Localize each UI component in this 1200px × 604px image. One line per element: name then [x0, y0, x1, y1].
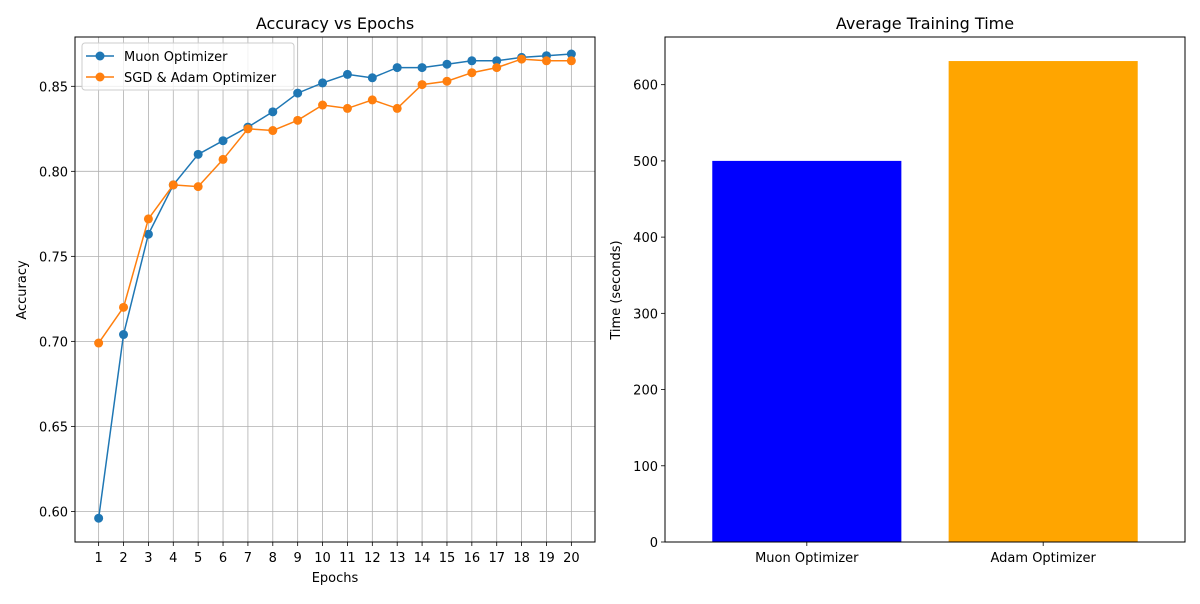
time-tick-label: 100: [633, 460, 658, 475]
training-time-bar-chart: Average Training Time Muon Optimizer Adam…: [609, 14, 1186, 566]
data-point-sgd-adam: [342, 103, 352, 113]
data-point-muon: [442, 59, 452, 69]
training-time-y-ticks: 0 100 200 300 400 500 600: [633, 79, 665, 551]
training-time-chart-frame: [664, 36, 1186, 543]
x-tick-label: 11: [339, 551, 356, 566]
data-point-sgd-adam: [143, 214, 153, 224]
data-point-sgd-adam: [492, 63, 502, 73]
data-point-muon: [94, 513, 104, 523]
data-point-muon: [193, 149, 203, 159]
data-point-muon: [293, 88, 303, 98]
data-point-muon: [467, 56, 477, 66]
data-point-sgd-adam: [566, 56, 576, 66]
time-tick-label: 500: [633, 155, 658, 170]
x-tick-label: 16: [464, 551, 481, 566]
bar-adam-optimizer: [948, 61, 1138, 543]
data-point-sgd-adam: [367, 95, 377, 105]
x-tick-label: 9: [294, 551, 302, 566]
accuracy-chart-y-label: Accuracy: [15, 260, 30, 320]
x-tick-label: 7: [244, 551, 252, 566]
accuracy-chart-legend: Muon Optimizer SGD & Adam Optimizer: [81, 42, 295, 91]
accuracy-chart-x-ticks: 1 2 3 4 5 6 7 8 9 10 11 12 13 14 15 16 17 18 19 20: [94, 542, 580, 566]
x-tick-label: 8: [269, 551, 277, 566]
x-tick-label: 5: [194, 551, 202, 566]
data-point-sgd-adam: [392, 103, 402, 113]
accuracy-chart-grid: [75, 37, 595, 542]
accuracy-chart-y-ticks: 0.60 0.65 0.70 0.75 0.80 0.85: [39, 80, 75, 520]
time-tick-label: 600: [633, 79, 658, 94]
data-point-sgd-adam: [293, 115, 303, 125]
y-tick-label: 0.65: [39, 420, 68, 435]
x-tick-label: 2: [119, 551, 127, 566]
y-tick-label: 0.85: [39, 80, 68, 95]
x-tick-label: 18: [513, 551, 530, 566]
accuracy-chart-series: [94, 49, 576, 523]
data-point-sgd-adam: [417, 80, 427, 90]
x-tick-label: 15: [439, 551, 456, 566]
data-point-sgd-adam: [94, 338, 104, 348]
data-point-sgd-adam: [119, 302, 129, 312]
data-point-sgd-adam: [243, 124, 253, 134]
data-point-sgd-adam: [541, 56, 551, 66]
y-tick-label: 0.70: [39, 335, 68, 350]
data-point-muon: [367, 73, 377, 83]
y-tick-label: 0.75: [39, 250, 68, 265]
data-point-muon: [566, 49, 576, 59]
data-point-sgd-adam: [168, 180, 178, 190]
time-tick-label: 200: [633, 384, 658, 399]
data-point-muon: [392, 63, 402, 73]
data-point-sgd-adam: [442, 76, 452, 86]
data-point-muon: [318, 78, 328, 88]
accuracy-chart-frame: [74, 36, 596, 543]
legend-box: [81, 42, 295, 91]
x-tick-label: 20: [563, 551, 580, 566]
y-tick-label: 0.60: [39, 505, 68, 520]
data-point-muon: [417, 63, 427, 73]
x-tick-label: 4: [169, 551, 177, 566]
x-tick-label: 19: [538, 551, 555, 566]
category-label: Adam Optimizer: [991, 551, 1097, 566]
data-point-sgd-adam: [268, 126, 278, 136]
data-point-muon: [119, 330, 129, 340]
accuracy-chart-title: Accuracy vs Epochs: [256, 14, 414, 33]
x-tick-label: 12: [364, 551, 381, 566]
series-line-muon: [97, 53, 572, 519]
category-label: Muon Optimizer: [755, 551, 859, 566]
accuracy-line-chart: Accuracy vs Epochs 1 2 3 4 5 6 7 8 9 10 11 12 13 14 15…: [15, 14, 596, 586]
data-point-sgd-adam: [517, 54, 527, 64]
time-tick-label: 0: [650, 536, 658, 551]
data-point-muon: [268, 107, 278, 117]
training-time-y-label: Time (seconds): [609, 240, 624, 340]
data-point-muon: [342, 69, 352, 79]
data-point-muon: [143, 229, 153, 239]
x-tick-label: 14: [414, 551, 431, 566]
x-tick-label: 17: [488, 551, 505, 566]
time-tick-label: 400: [633, 231, 658, 246]
legend-sgd-adam-marker: [95, 72, 105, 82]
bar-muon-optimizer: [712, 160, 902, 543]
series-line-sgd-adam: [98, 58, 572, 344]
training-time-bars: [712, 61, 1138, 543]
x-tick-label: 10: [314, 551, 331, 566]
legend-sgd-adam-label: SGD & Adam Optimizer: [124, 71, 277, 86]
data-point-muon: [218, 136, 228, 146]
x-tick-label: 13: [389, 551, 406, 566]
data-point-sgd-adam: [193, 182, 203, 192]
training-time-chart-title: Average Training Time: [836, 14, 1014, 33]
x-tick-label: 1: [94, 551, 102, 566]
data-point-sgd-adam: [467, 68, 477, 78]
accuracy-chart-x-label: Epochs: [312, 571, 359, 586]
training-time-x-ticks: Muon Optimizer Adam Optimizer: [755, 542, 1096, 566]
time-tick-label: 300: [633, 307, 658, 322]
legend-muon-marker: [95, 51, 105, 61]
legend-muon-label: Muon Optimizer: [124, 50, 228, 65]
x-tick-label: 3: [144, 551, 152, 566]
data-point-sgd-adam: [318, 100, 328, 110]
y-tick-label: 0.80: [39, 165, 68, 180]
data-point-sgd-adam: [218, 154, 228, 164]
x-tick-label: 6: [219, 551, 227, 566]
data-point-muon: [492, 56, 502, 66]
